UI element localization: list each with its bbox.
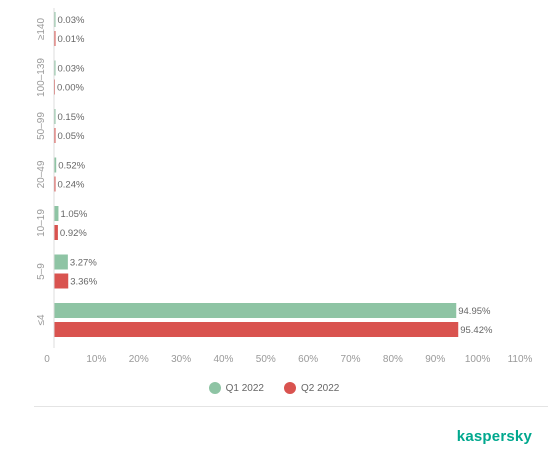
kaspersky-logo: kaspersky (456, 428, 532, 445)
bar-q2[interactable] (54, 31, 56, 46)
data-label: 0.92% (60, 228, 87, 239)
bar-q2[interactable] (54, 225, 58, 240)
category-labels: ≥140 100–139 50–99 20–49 10–19 5–9 ≤4 (36, 17, 47, 325)
bars (54, 12, 459, 337)
legend-swatch-q1 (208, 382, 221, 394)
category-label: ≤4 (36, 314, 47, 325)
x-tick-label: 60% (298, 354, 318, 365)
legend-swatch-q2 (284, 382, 296, 394)
data-label: 95.42% (460, 325, 493, 336)
bar-q1[interactable] (54, 60, 56, 76)
data-label: 0.15% (58, 112, 85, 123)
x-tick-label: 100% (465, 354, 491, 365)
data-label: 0.03% (58, 64, 85, 75)
x-tick-label: 90% (425, 354, 445, 365)
data-label: 1.05% (60, 209, 87, 220)
legend: Q1 2022 Q2 2022 (0, 382, 548, 394)
data-label: 0.05% (58, 131, 85, 142)
data-label: 3.36% (70, 277, 97, 288)
x-tick-label: 0 (44, 354, 50, 365)
bar-q2[interactable] (54, 322, 459, 337)
data-label: 3.27% (70, 258, 97, 269)
legend-item-q2[interactable]: Q2 2022 (284, 382, 339, 394)
data-label: 0.52% (58, 161, 85, 172)
data-label: 0.03% (58, 15, 85, 26)
legend-label-q1: Q1 2022 (225, 382, 264, 394)
category-label: 50–99 (36, 112, 47, 140)
x-tick-label: 40% (213, 354, 233, 365)
data-label: 0.01% (58, 34, 85, 45)
bar-q1[interactable] (54, 12, 56, 27)
bar-q1[interactable] (54, 157, 57, 173)
data-label: 0.24% (58, 180, 85, 191)
bar-q1[interactable] (54, 109, 56, 124)
legend-label-q2: Q2 2022 (301, 382, 340, 394)
bar-q1[interactable] (54, 206, 59, 221)
bar-q2[interactable] (54, 128, 56, 143)
data-labels: 0.03% 0.01% 0.03% 0.00% 0.15% 0.05% 0.52% 0.24%… (57, 15, 493, 336)
category-label: ≥140 (36, 17, 47, 40)
bar-q2[interactable] (54, 176, 56, 192)
x-tick-label: 20% (129, 354, 149, 365)
bar-q1[interactable] (54, 303, 457, 318)
category-label: 100–139 (36, 58, 47, 97)
category-label: 10–19 (36, 209, 47, 237)
x-tick-label: 10% (86, 354, 106, 365)
x-tick-label: 110% (508, 354, 533, 365)
x-tick-label: 30% (171, 354, 191, 365)
data-label: 94.95% (458, 306, 491, 317)
x-tick-label: 80% (383, 354, 403, 365)
category-label: 20–49 (36, 160, 47, 188)
x-tick-label: 50% (256, 354, 276, 365)
data-label: 0.00% (57, 83, 84, 94)
x-axis: 0 10% 20% 30% 40% 50% 60% 70% 80% 90% 100% 110% (44, 8, 533, 365)
bar-q1[interactable] (54, 254, 68, 270)
x-tick-label: 70% (341, 354, 361, 365)
legend-item-q1[interactable]: Q1 2022 (208, 382, 264, 394)
bar-q2[interactable] (54, 273, 69, 289)
divider (34, 406, 548, 407)
category-label: 5–9 (36, 263, 47, 280)
